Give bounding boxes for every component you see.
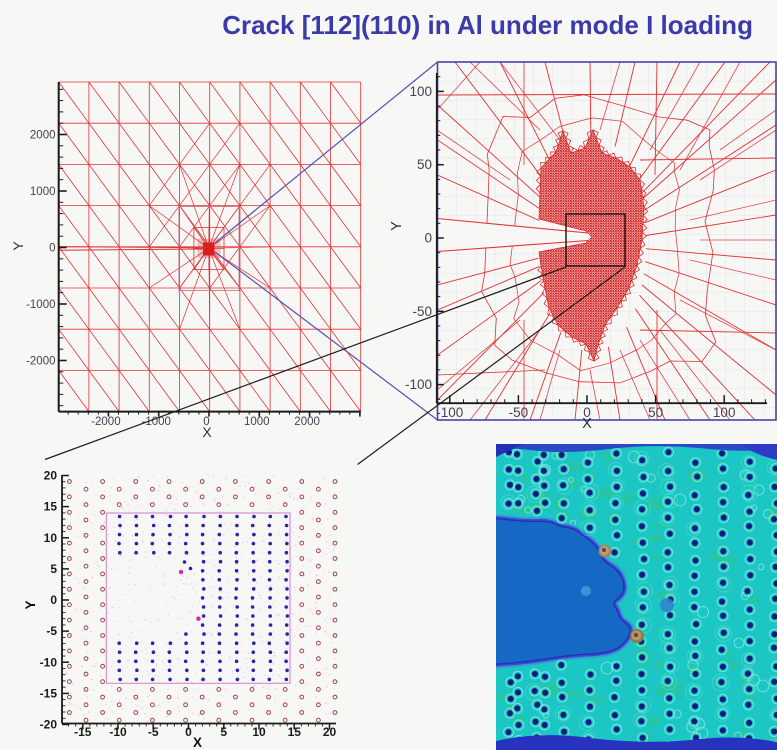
svg-text:50: 50 bbox=[417, 157, 432, 172]
svg-text:X: X bbox=[202, 424, 212, 440]
svg-text:-1000: -1000 bbox=[26, 299, 55, 311]
svg-text:Y: Y bbox=[23, 600, 38, 609]
svg-text:10: 10 bbox=[252, 725, 266, 739]
svg-text:Y: Y bbox=[10, 241, 26, 251]
svg-text:0: 0 bbox=[583, 405, 591, 420]
svg-text:-100: -100 bbox=[405, 377, 432, 392]
svg-text:50: 50 bbox=[648, 405, 663, 420]
svg-text:-20: -20 bbox=[40, 718, 58, 732]
svg-text:0: 0 bbox=[424, 231, 432, 246]
svg-text:20: 20 bbox=[44, 469, 58, 483]
svg-text:5: 5 bbox=[50, 562, 57, 576]
svg-text:-10: -10 bbox=[40, 655, 58, 669]
svg-text:-15: -15 bbox=[40, 686, 58, 700]
svg-text:1000: 1000 bbox=[244, 416, 270, 428]
svg-text:X: X bbox=[193, 735, 202, 750]
svg-text:Y: Y bbox=[389, 221, 405, 231]
svg-text:-2000: -2000 bbox=[91, 416, 120, 428]
svg-text:15: 15 bbox=[44, 500, 58, 514]
svg-text:-5: -5 bbox=[148, 725, 159, 739]
svg-text:100: 100 bbox=[713, 405, 736, 420]
svg-text:0: 0 bbox=[203, 416, 209, 428]
svg-text:1000: 1000 bbox=[30, 186, 56, 198]
svg-text:2000: 2000 bbox=[30, 130, 56, 142]
svg-text:X: X bbox=[582, 416, 592, 432]
svg-text:Crack [112](110) in Al under m: Crack [112](110) in Al under mode I load… bbox=[222, 10, 753, 40]
svg-text:0: 0 bbox=[185, 725, 192, 739]
svg-text:-50: -50 bbox=[509, 405, 529, 420]
svg-text:100: 100 bbox=[409, 84, 432, 99]
svg-text:20: 20 bbox=[323, 725, 337, 739]
svg-text:-1000: -1000 bbox=[141, 416, 170, 428]
svg-text:15: 15 bbox=[288, 725, 302, 739]
svg-text:0: 0 bbox=[50, 593, 57, 607]
svg-text:-10: -10 bbox=[109, 725, 127, 739]
svg-text:-50: -50 bbox=[412, 304, 432, 319]
svg-text:-100: -100 bbox=[436, 405, 463, 420]
svg-text:-15: -15 bbox=[74, 725, 92, 739]
svg-text:5: 5 bbox=[220, 725, 227, 739]
svg-text:-2000: -2000 bbox=[26, 356, 55, 368]
svg-text:-5: -5 bbox=[46, 624, 57, 638]
svg-text:0: 0 bbox=[49, 243, 55, 255]
svg-text:2000: 2000 bbox=[294, 416, 320, 428]
svg-text:10: 10 bbox=[44, 531, 58, 545]
